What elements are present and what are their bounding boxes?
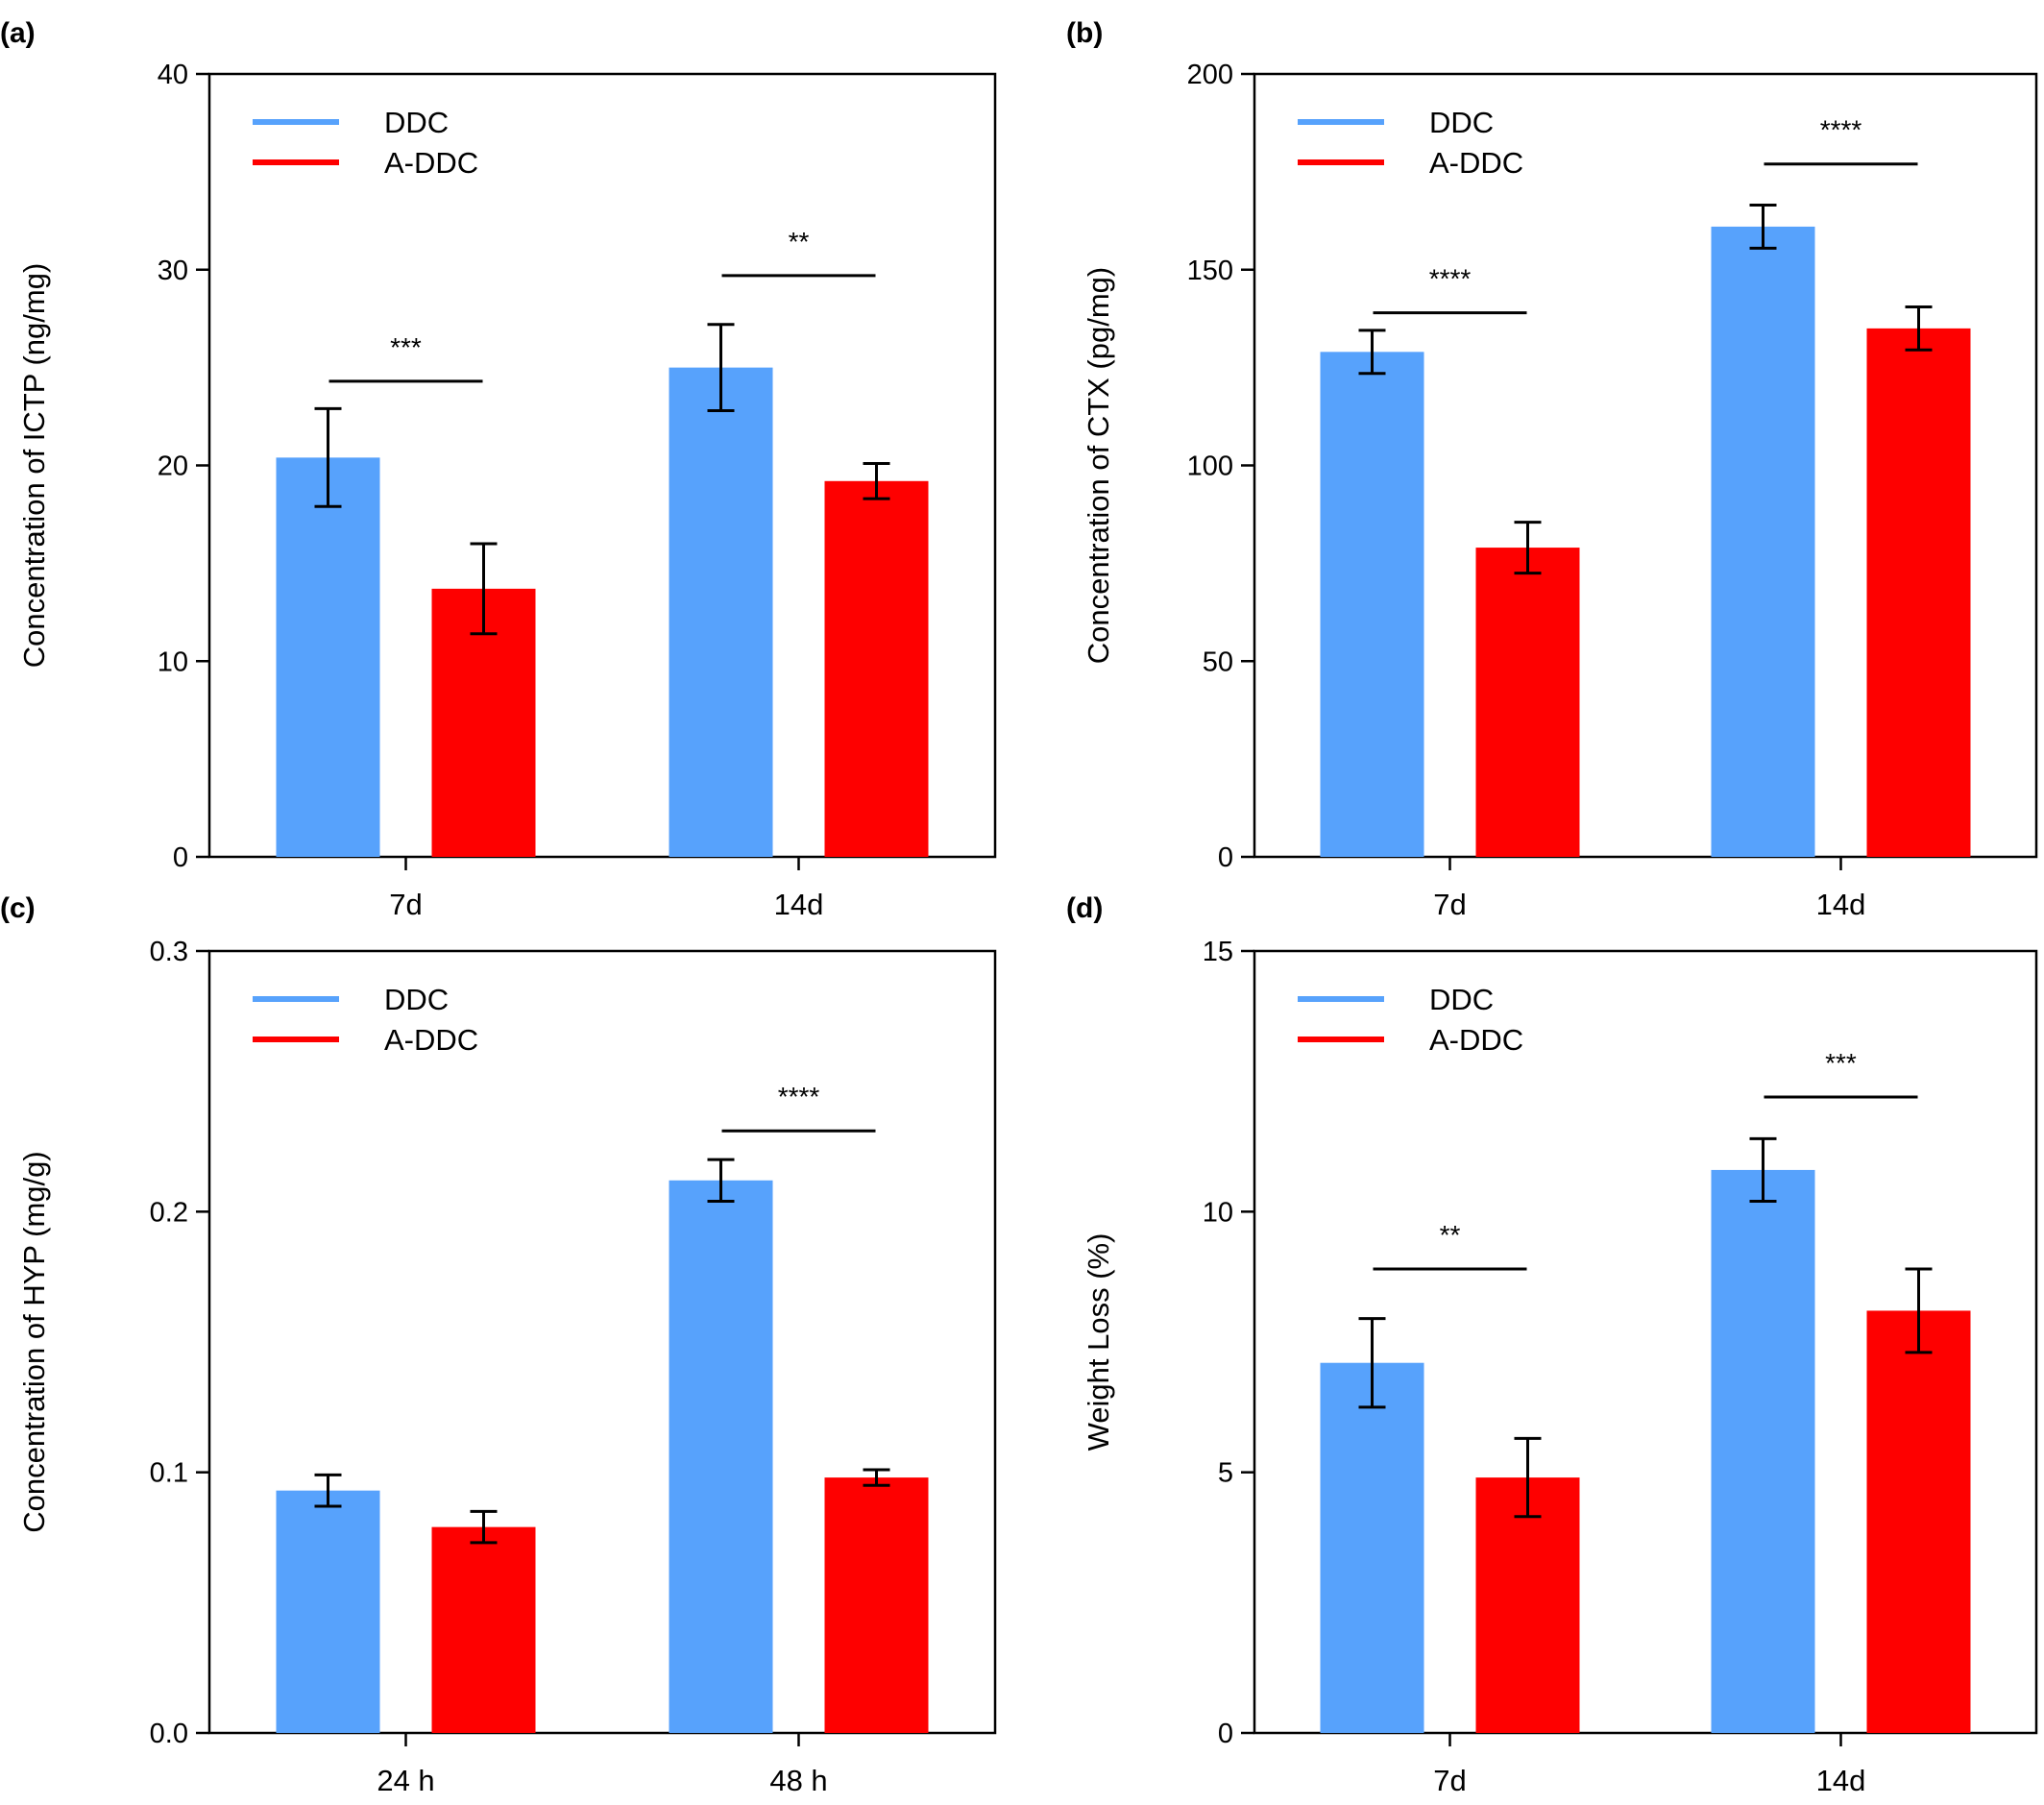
legend-label: DDC	[384, 983, 449, 1016]
y-tick-label: 100	[1187, 451, 1233, 482]
y-tick-label: 0	[1218, 1719, 1233, 1749]
y-tick-label: 20	[158, 451, 188, 482]
y-tick-label: 40	[158, 60, 188, 90]
y-tick-label: 150	[1187, 256, 1233, 286]
x-tick-label: 7d	[1433, 888, 1466, 921]
y-tick-label: 10	[158, 646, 188, 677]
y-tick-label: 0	[1218, 842, 1233, 873]
x-tick-label: 24 h	[377, 1764, 434, 1797]
legend-label: A-DDC	[1429, 1023, 1523, 1057]
plot-frame	[1253, 949, 2038, 1735]
bar-a-ddc-24h	[431, 1526, 536, 1733]
bar-a-ddc-14d	[1866, 1310, 1971, 1733]
bar-a-ddc-7d	[1475, 1477, 1580, 1733]
y-tick-label: 0.2	[150, 1197, 188, 1228]
significance-label: **	[789, 227, 810, 256]
chart-panel-2: (b) 0 50 100 150 200 Concentration of CTX (pg/…	[1066, 17, 2038, 921]
y-tick-label: 50	[1203, 646, 1233, 677]
bar-ddc-7d	[1320, 1362, 1424, 1733]
bar-a-ddc-7d	[1475, 548, 1580, 857]
panel-label: (b)	[1066, 17, 1103, 49]
x-tick-label: 14d	[1816, 888, 1866, 921]
significance-label: **	[1440, 1220, 1461, 1250]
y-tick-label: 0.0	[150, 1719, 188, 1749]
significance-label: ***	[390, 332, 422, 362]
bar-ddc-7d	[276, 457, 380, 857]
legend-label: DDC	[1429, 106, 1494, 139]
bar-a-ddc-14d	[824, 480, 929, 857]
bar-ddc-24h	[276, 1490, 380, 1733]
y-tick-label: 0.3	[150, 937, 188, 967]
legend-label: DDC	[384, 106, 449, 139]
x-tick-label: 7d	[1433, 1764, 1466, 1797]
bar-a-ddc-14d	[1866, 328, 1971, 857]
x-tick-label: 14d	[774, 888, 824, 921]
x-tick-label: 48 h	[769, 1764, 827, 1797]
legend-label: DDC	[1429, 983, 1494, 1016]
legend-label: A-DDC	[384, 1023, 478, 1057]
legend-label: A-DDC	[384, 146, 478, 180]
bar-a-ddc-48h	[824, 1477, 929, 1733]
y-axis-label: Concentration of HYP (mg/g)	[17, 1151, 51, 1532]
significance-label: ****	[1429, 264, 1472, 294]
significance-label: ****	[1820, 115, 1862, 145]
x-tick-label: 7d	[389, 888, 422, 921]
y-tick-label: 30	[158, 256, 188, 286]
chart-panel-3: (c) 0.0 0.1 0.2 0.3 Concentration of HYP (mg/…	[0, 892, 997, 1797]
chart-panel-1: (a) 0 10 20 30 40 Concentration of ICTP (ng/mg…	[0, 17, 997, 921]
plot-frame	[207, 949, 997, 1735]
y-tick-label: 15	[1203, 937, 1233, 967]
panel-label: (c)	[0, 892, 36, 924]
y-tick-label: 10	[1203, 1197, 1233, 1228]
bar-ddc-14d	[1711, 1169, 1815, 1733]
legend-label: A-DDC	[1429, 146, 1523, 180]
y-axis-label: Weight Loss (%)	[1082, 1233, 1115, 1451]
y-tick-label: 0.1	[150, 1458, 188, 1489]
bar-ddc-14d	[1711, 226, 1815, 858]
bar-ddc-48h	[669, 1180, 773, 1733]
x-tick-label: 14d	[1816, 1764, 1866, 1797]
bar-ddc-7d	[1320, 352, 1424, 857]
panel-label: (d)	[1066, 892, 1103, 924]
y-tick-label: 5	[1218, 1458, 1233, 1489]
panel-label: (a)	[0, 17, 36, 49]
y-tick-label: 0	[173, 842, 188, 873]
y-tick-label: 200	[1187, 60, 1233, 90]
significance-label: ****	[778, 1082, 820, 1111]
y-axis-label: Concentration of CTX (pg/mg)	[1082, 267, 1115, 665]
y-axis-label: Concentration of ICTP (ng/mg)	[17, 263, 51, 669]
significance-label: ***	[1825, 1048, 1857, 1078]
bar-ddc-14d	[669, 367, 773, 857]
